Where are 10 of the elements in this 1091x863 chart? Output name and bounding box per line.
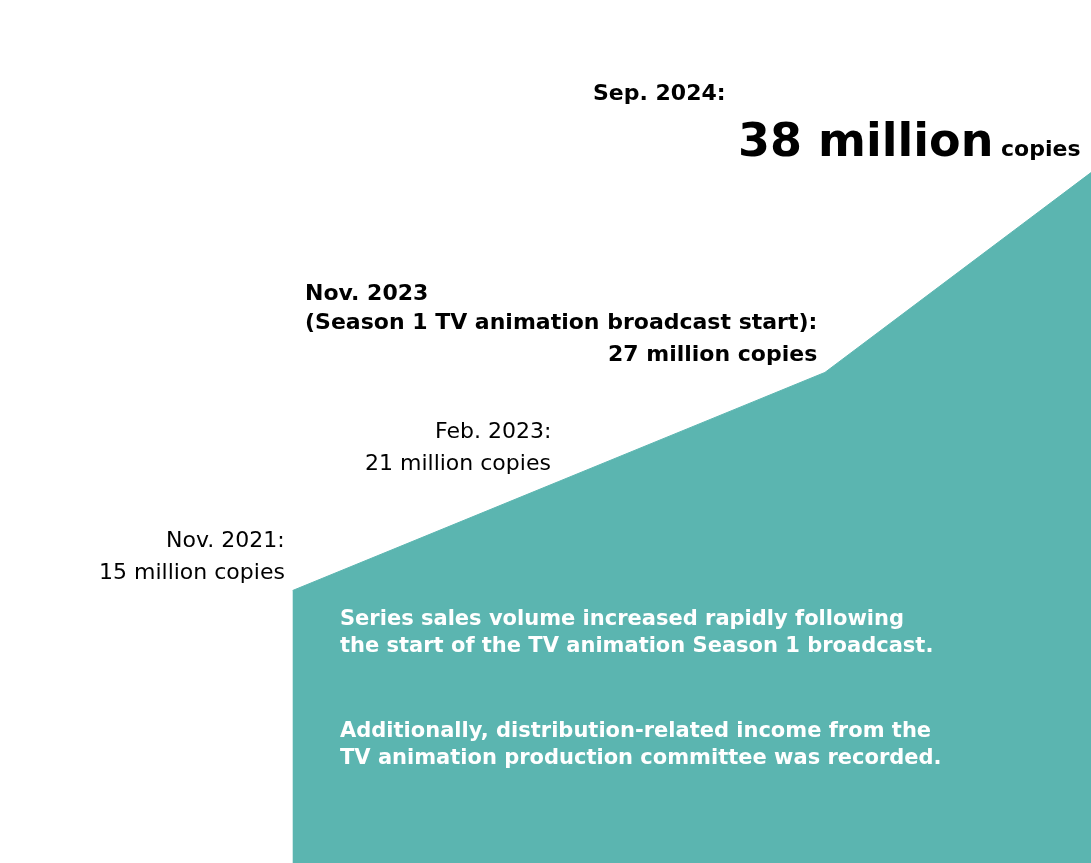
annotation: Nov. 2021:	[166, 527, 285, 552]
text: Sep. 2024:	[593, 80, 726, 105]
data-label: 15 million copies	[99, 559, 285, 584]
data-label: 27 million copies	[608, 341, 818, 366]
annotation: Nov. 2023 (Season 1 TV animation broadcast start):	[305, 280, 818, 334]
data-label: 21 million copies	[365, 450, 551, 475]
annotation: Series sales volume increased rapidly following the start of the TV animation Season 1 broadcast.	[340, 606, 934, 658]
annotation: Additionally, distribution-related income from the TV animation production committee was recorded.	[340, 718, 942, 770]
data-label: 38 million copies	[738, 113, 1081, 167]
annotation: Feb. 2023:	[435, 418, 552, 443]
